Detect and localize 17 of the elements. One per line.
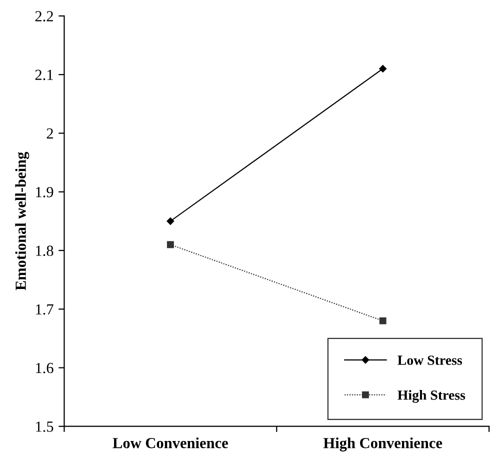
y-tick-label: 1.5 (36, 422, 54, 432)
point (379, 317, 386, 324)
point (379, 65, 386, 72)
y-tick-label: 1.6 (36, 362, 54, 374)
y-tick-label: 2 (46, 128, 53, 139)
x-tick-label: Low Convenience (112, 437, 228, 448)
y-tick-label: 1.8 (36, 246, 54, 256)
y-axis-title: Emotional well-being (15, 152, 30, 290)
y-tick-label: 2.1 (35, 70, 53, 80)
x-tick-label: High Convenience (323, 437, 442, 452)
point (166, 241, 174, 248)
y-tick-label: 1.9 (36, 187, 54, 198)
y-tick-label: 1.7 (36, 304, 54, 315)
y-tick-label: 2.2 (35, 11, 53, 22)
legend-label: Low Stress (398, 356, 462, 365)
legend-label: High Stress (398, 390, 466, 403)
point (166, 218, 174, 225)
